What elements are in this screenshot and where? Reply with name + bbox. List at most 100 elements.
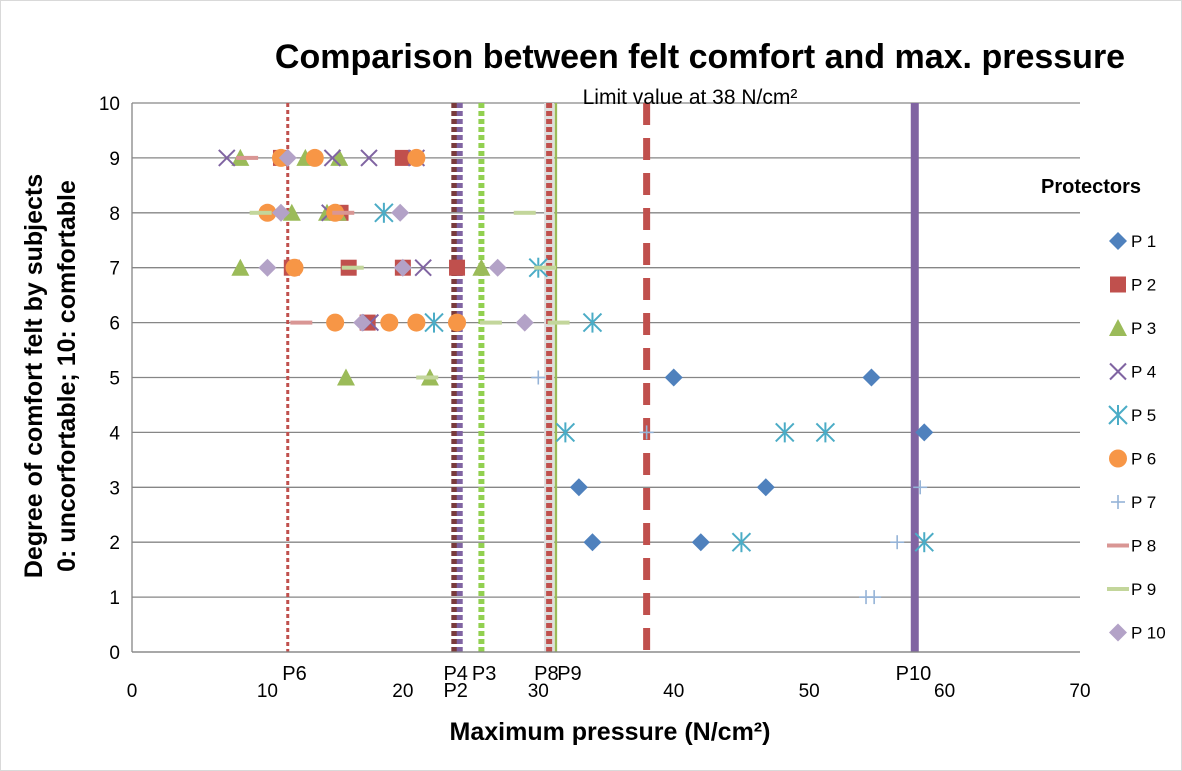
- point-p8: [332, 210, 355, 215]
- y-tick-label: 2: [109, 533, 120, 554]
- point-p10: [515, 313, 534, 332]
- point-p9: [341, 265, 364, 270]
- point-p2: [449, 259, 466, 276]
- data-points: [218, 148, 934, 605]
- point-p7: [639, 425, 654, 440]
- ref-line-label: P2: [443, 680, 467, 702]
- axes: 0 1 2 3 4 5 6 7 8 9 10 0 10 20 30 40 50 60 70: [99, 94, 1091, 702]
- legend-label-p2: P 2: [1131, 276, 1156, 295]
- y-tick-label: 4: [109, 423, 120, 444]
- point-p10: [278, 148, 297, 167]
- point-p7: [867, 590, 882, 605]
- legend-marker-p10: [1109, 623, 1127, 642]
- point-p10: [393, 258, 412, 277]
- point-p6: [407, 148, 426, 167]
- point-p9: [479, 320, 502, 325]
- point-p1: [569, 478, 588, 497]
- point-p3: [336, 368, 355, 386]
- ref-line-label: P3: [472, 663, 496, 685]
- point-p1: [664, 368, 683, 387]
- y-tick-label: 8: [109, 204, 120, 225]
- chart-title: Comparison between felt comfort and max.…: [275, 38, 1125, 76]
- point-p8: [236, 155, 259, 160]
- x-tick-label: 0: [127, 681, 138, 702]
- point-p8: [290, 320, 313, 325]
- legend-label-p3: P 3: [1131, 319, 1156, 338]
- point-p6: [407, 313, 426, 332]
- ref-line-label: P8: [534, 663, 558, 685]
- legend-label-p1: P 1: [1131, 232, 1156, 251]
- point-p5: [815, 422, 836, 443]
- point-p6: [305, 148, 324, 167]
- x-tick-label: 20: [392, 681, 413, 702]
- point-p10: [271, 203, 290, 222]
- y-axis-title-line-2: 0: uncorfortable; 10: comfortable: [53, 180, 81, 572]
- y-tick-label: 5: [109, 369, 120, 390]
- legend-marker-p1: [1109, 232, 1127, 250]
- legend-label-p4: P 4: [1131, 363, 1156, 382]
- x-tick-label: 10: [257, 681, 278, 702]
- point-p9: [534, 265, 557, 270]
- point-p1: [691, 533, 710, 552]
- point-p3: [330, 148, 349, 166]
- point-p6: [285, 258, 304, 277]
- ref-line-label: P9: [557, 663, 581, 685]
- point-p4: [218, 149, 236, 167]
- legend-title: Protectors: [1041, 176, 1141, 198]
- point-p5: [374, 202, 394, 223]
- grid: [132, 102, 1080, 653]
- ref-line-label: P6: [282, 663, 306, 685]
- legend-label-p9: P 9: [1131, 580, 1156, 599]
- point-p4: [414, 258, 432, 277]
- y-tick-label: 10: [99, 94, 120, 115]
- point-p5: [914, 532, 934, 553]
- y-tick-label: 7: [109, 259, 120, 280]
- point-p5: [424, 312, 444, 333]
- legend-label-p8: P 8: [1131, 537, 1156, 556]
- point-p6: [326, 313, 345, 332]
- point-p5: [775, 422, 795, 443]
- ref-line-label: P4: [443, 663, 467, 685]
- legend-marker-p4: [1109, 362, 1127, 381]
- x-tick-label: 50: [799, 681, 820, 702]
- point-p9: [547, 320, 570, 325]
- legend-marker-p6: [1109, 449, 1127, 468]
- legend-label-p7: P 7: [1131, 493, 1156, 512]
- y-tick-label: 3: [109, 478, 120, 499]
- point-p1: [915, 423, 934, 442]
- y-axis-title-line-1: Degree of comfort felt by subjects: [20, 174, 48, 578]
- point-p9: [416, 375, 439, 380]
- point-p7: [913, 480, 928, 495]
- point-p9: [513, 210, 536, 215]
- point-p6: [448, 313, 467, 332]
- ref-line-label: P10: [896, 663, 932, 685]
- point-p10: [391, 203, 410, 222]
- x-tick-label: 30: [528, 681, 549, 702]
- point-p3: [282, 203, 301, 221]
- point-p5: [555, 422, 576, 443]
- y-tick-label: 6: [109, 314, 120, 335]
- y-tick-label: 0: [109, 643, 120, 664]
- y-tick-label: 1: [109, 588, 120, 609]
- point-p1: [862, 368, 881, 387]
- point-p2: [394, 149, 411, 166]
- legend-label-p5: P 5: [1131, 406, 1156, 425]
- point-p10: [353, 313, 372, 332]
- legend-marker-p7: [1111, 495, 1125, 509]
- point-p5: [731, 532, 752, 553]
- legend-marker-p9: [1107, 587, 1129, 591]
- legend-marker-p3: [1109, 319, 1127, 336]
- point-p4: [323, 149, 342, 167]
- x-axis-title: Maximum pressure (N/cm²): [450, 718, 771, 746]
- point-p7: [531, 370, 546, 385]
- legend-marker-p5: [1108, 405, 1128, 425]
- point-p3: [472, 258, 491, 276]
- point-p9: [249, 210, 272, 215]
- x-tick-label: 40: [663, 681, 684, 702]
- point-p10: [488, 258, 507, 277]
- point-p3: [231, 258, 250, 276]
- legend-marker-p8: [1107, 543, 1129, 548]
- point-p4: [360, 149, 378, 167]
